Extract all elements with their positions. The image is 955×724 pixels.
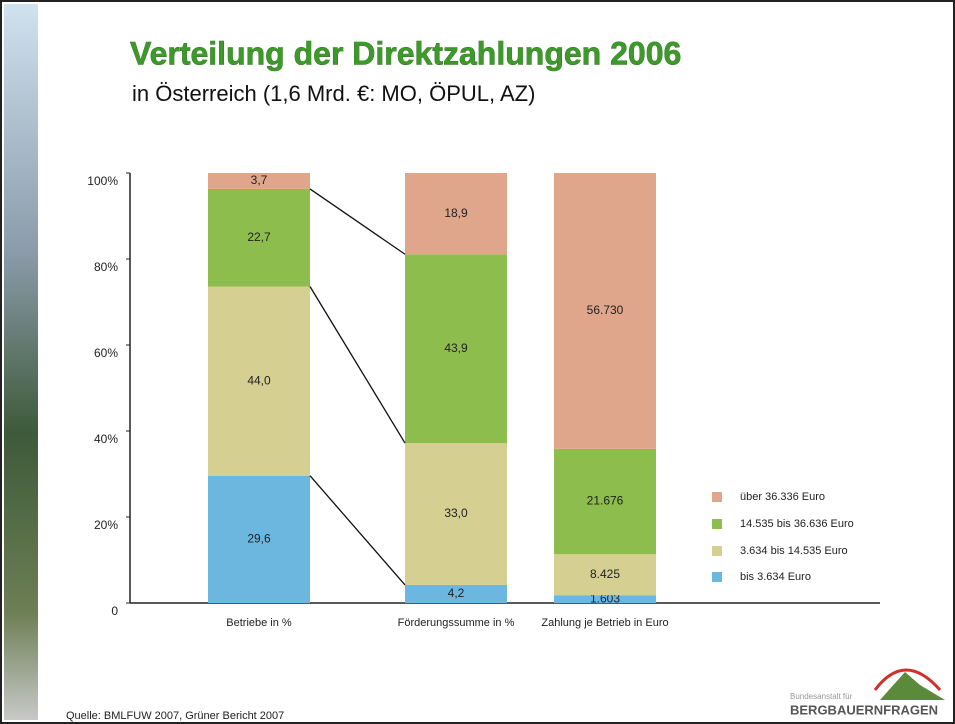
data-label: 33,0 (444, 506, 468, 520)
y-tick-label: 0 (111, 604, 118, 618)
x-tick-label: Betriebe in % (226, 617, 292, 629)
data-label: 4,2 (448, 586, 465, 600)
data-label: 18,9 (444, 206, 468, 220)
legend-swatch (712, 492, 722, 502)
bar-segment (554, 448, 656, 555)
legend-label: bis 3.634 Euro (740, 571, 811, 583)
legend-label: 14.535 bis 36.636 Euro (740, 518, 854, 530)
bar-segment (554, 554, 656, 596)
chart-subtitle: in Österreich (1,6 Mrd. €: MO, ÖPUL, AZ) (132, 81, 535, 106)
data-label: 21.676 (587, 494, 624, 508)
legend-label: 3.634 bis 14.535 Euro (740, 545, 848, 557)
bar-segment (208, 173, 310, 189)
data-label: 3,7 (251, 173, 268, 187)
legend-label: über 36.336 Euro (740, 491, 825, 503)
y-tick-label: 80% (94, 260, 118, 274)
x-tick-label: Zahlung je Betrieb in Euro (541, 617, 669, 629)
side-image (4, 4, 38, 720)
data-label: 43,9 (444, 341, 468, 355)
logo-arc (873, 668, 942, 691)
connector (309, 475, 406, 586)
bar-segment (208, 286, 310, 476)
source: Quelle: BMLFUW 2007, Grüner Bericht 2007 (66, 710, 284, 722)
connector (309, 286, 406, 444)
data-label: 22,7 (247, 230, 271, 244)
y-tick-label: 100% (87, 174, 118, 188)
logo-mountain (880, 672, 945, 700)
bar-segment (405, 254, 507, 444)
legend-swatch (712, 572, 722, 582)
data-label: 56.730 (587, 303, 624, 317)
bar-segment (208, 188, 310, 287)
bar-segment (405, 173, 507, 255)
y-tick-label: 20% (94, 518, 118, 532)
bar-segment (405, 584, 507, 603)
x-tick-label: Förderungssumme in % (397, 617, 515, 629)
bar-segment (405, 443, 507, 585)
legend-swatch (712, 519, 722, 529)
y-tick-label: 60% (94, 346, 118, 360)
y-tick-label: 40% (94, 432, 118, 446)
logo-line1: Bundesanstalt für (790, 692, 853, 701)
chart-title: Verteilung der Direktzahlungen 2006 (130, 35, 681, 71)
data-label: 8.425 (590, 567, 620, 581)
bar-segment (554, 173, 656, 449)
connector (309, 188, 406, 255)
logo-line2: BERGBAUERNFRAGEN (790, 702, 938, 717)
legend-swatch (712, 546, 722, 556)
data-label: 29,6 (247, 532, 271, 546)
bar-segment (554, 595, 656, 603)
bar-segment (208, 475, 310, 603)
data-label: 44,0 (247, 373, 271, 387)
